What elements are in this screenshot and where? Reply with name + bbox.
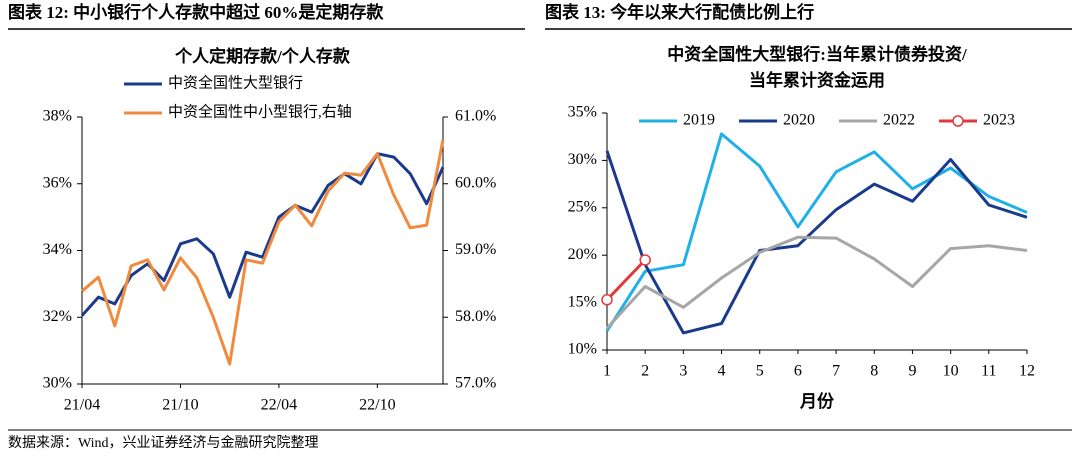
y-tick-label: 34% [43,241,72,258]
x-tick-label: 5 [756,363,764,380]
series-line [80,152,445,317]
x-tick-label: 11 [981,363,996,380]
x-tick-label: 8 [870,363,878,380]
chart-title: 中资全国性大型银行:当年累计债券投资/ [667,44,967,64]
y-tick-label: 25% [568,198,597,215]
series-line [605,132,1028,332]
x-tick-label: 21/10 [162,397,198,414]
series-line [605,258,647,301]
legend-label: 中资全国性大型银行 [168,73,303,91]
x-tick-label: 4 [718,363,726,380]
x-tick-label: 3 [679,363,687,380]
legend-label: 2020 [783,112,815,129]
x-tick-label: 22/04 [261,397,297,414]
y-tick-label: 30% [568,151,597,168]
y-tick-label: 36% [43,174,72,191]
x-axis-label: 月份 [799,391,835,411]
x-tick-label: 12 [1019,363,1035,380]
y-tick-label: 15% [568,293,597,310]
y2-tick-label: 60.0% [455,174,496,191]
legend-marker [952,115,964,127]
y2-tick-label: 61.0% [455,108,496,125]
header-right: 图表 13: 今年以来大行配债比例上行 [545,2,814,22]
chart-title: 当年累计资金运用 [749,70,885,90]
header-left: 图表 12: 中小银行个人存款中超过 60%是定期存款 [8,2,384,22]
y2-tick-label: 59.0% [455,241,496,258]
chart-title: 个人定期存款/个人存款 [174,46,351,66]
x-tick-label: 10 [943,363,959,380]
y2-tick-label: 57.0% [455,375,496,392]
series-line [605,235,1028,330]
y-tick-label: 35% [568,104,597,121]
x-tick-label: 1 [603,363,611,380]
x-tick-label: 7 [832,363,840,380]
y-tick-label: 30% [43,375,72,392]
y2-tick-label: 58.0% [455,308,496,325]
x-tick-label: 22/10 [359,397,395,414]
point [639,254,651,266]
legend-label: 2019 [683,112,715,129]
y-tick-label: 20% [568,246,597,263]
x-tick-label: 21/04 [64,397,100,414]
legend-label: 2022 [883,112,915,129]
x-tick-label: 9 [908,363,916,380]
y-tick-label: 10% [568,341,597,358]
legend-label: 2023 [983,112,1015,129]
x-tick-label: 2 [641,363,649,380]
y-tick-label: 32% [43,308,72,325]
series-line [605,150,1028,335]
source: 数据来源：Wind，兴业证券经济与金融研究院整理 [8,435,319,451]
point [601,294,613,306]
legend-label: 中资全国性中小型银行,右轴 [168,102,352,120]
series-line [81,139,445,366]
x-tick-label: 6 [794,363,802,380]
y-tick-label: 38% [43,108,72,125]
